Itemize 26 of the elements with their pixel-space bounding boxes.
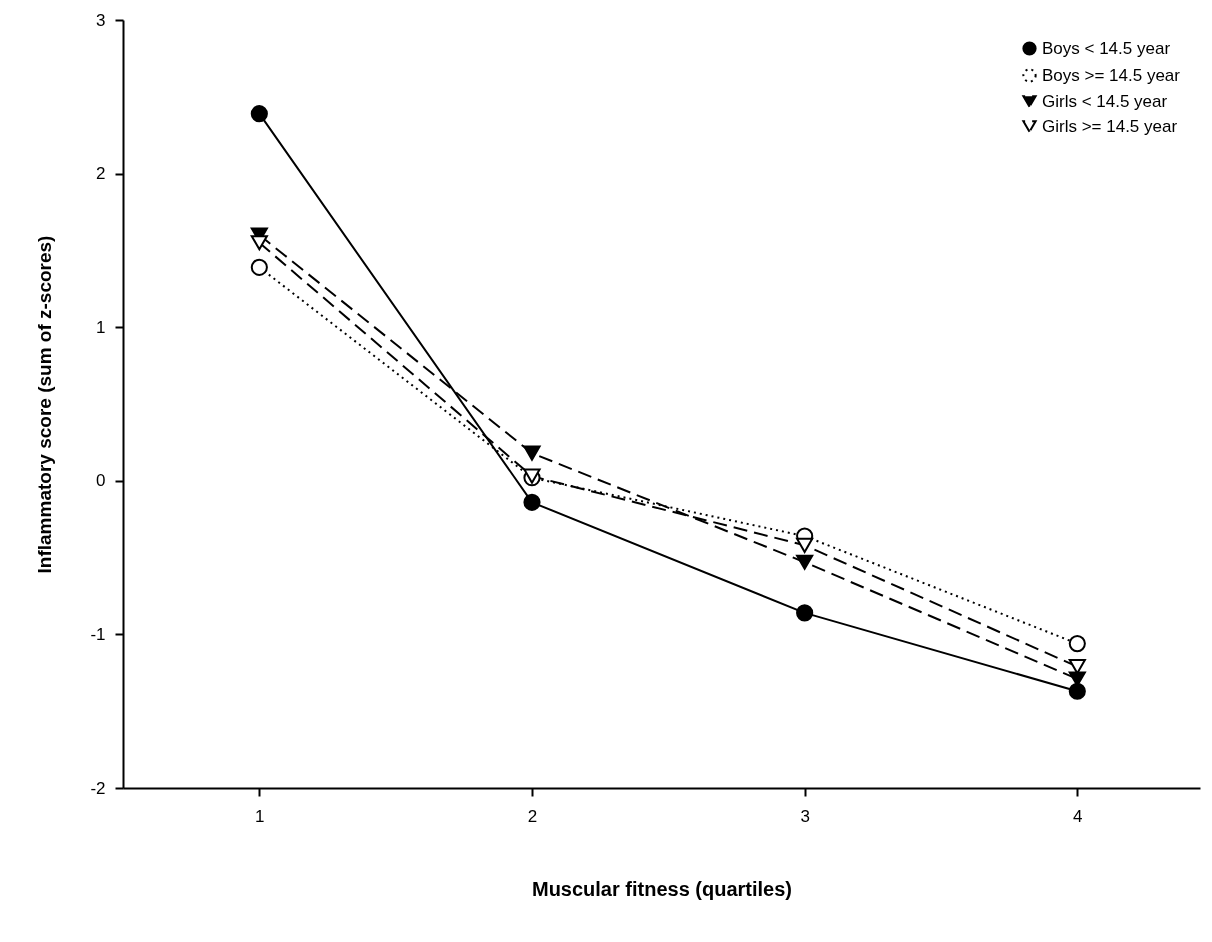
point xyxy=(796,554,814,570)
legend-label: Girls < 14.5 year xyxy=(1042,91,1168,111)
y-tick-label: 3 xyxy=(96,10,106,30)
x-tick-label: 4 xyxy=(1073,806,1083,826)
x-tick-label: 1 xyxy=(255,806,265,826)
y-tick-label: 1 xyxy=(96,317,106,337)
point xyxy=(796,537,814,553)
point xyxy=(250,105,268,123)
y-tick-label: -1 xyxy=(90,624,106,644)
y-tick-label: 2 xyxy=(96,164,106,184)
x-tick-label: 3 xyxy=(800,806,810,826)
point xyxy=(1068,635,1086,653)
x-axis-title: Muscular fitness (quartiles) xyxy=(531,877,793,900)
y-axis-title: Inflammatory score (sum of z-scores) xyxy=(34,235,56,574)
point xyxy=(796,604,814,622)
point xyxy=(250,258,268,276)
legend-label: Boys < 14.5 year xyxy=(1042,38,1171,58)
y-tick-label: 0 xyxy=(96,471,106,491)
point xyxy=(1068,682,1086,700)
point xyxy=(250,235,268,251)
x-tick-label: 2 xyxy=(527,806,538,826)
legend-label: Boys >= 14.5 year xyxy=(1042,65,1181,85)
point xyxy=(523,493,541,511)
point xyxy=(523,445,541,461)
y-tick-label: -2 xyxy=(90,778,106,798)
legend-label: Girls >= 14.5 year xyxy=(1042,116,1178,136)
